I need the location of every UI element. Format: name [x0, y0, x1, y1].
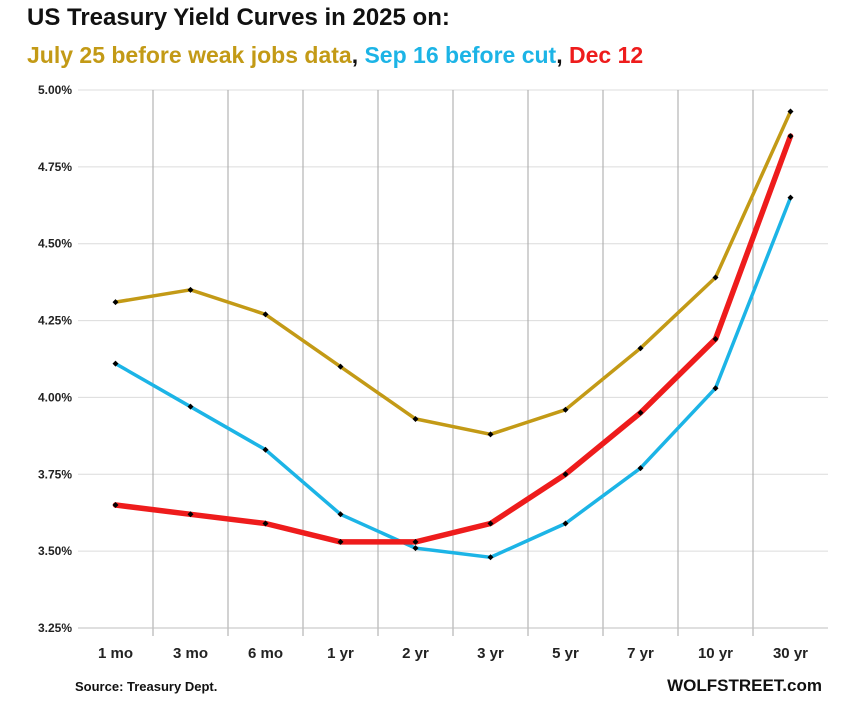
data-point-marker	[787, 133, 794, 140]
chart-subtitle: July 25 before weak jobs data, Sep 16 be…	[27, 42, 643, 69]
x-tick-label: 1 yr	[327, 645, 354, 662]
y-tick-label: 3.75%	[38, 467, 72, 481]
subtitle-separator-2: ,	[556, 42, 569, 68]
x-tick-label: 1 mo	[98, 645, 133, 662]
data-point-marker	[337, 538, 344, 545]
y-tick-label: 3.25%	[38, 621, 72, 635]
y-tick-label: 5.00%	[38, 83, 72, 97]
x-tick-label: 5 yr	[552, 645, 579, 662]
data-point-marker	[412, 545, 419, 552]
data-point-marker	[112, 502, 119, 509]
data-point-marker	[337, 511, 344, 518]
data-point-marker	[112, 360, 119, 367]
series-line-2	[113, 195, 793, 560]
data-point-marker	[637, 409, 644, 416]
data-point-marker	[562, 471, 569, 478]
data-point-marker	[562, 520, 569, 527]
data-point-marker	[187, 286, 194, 293]
x-tick-label: 10 yr	[698, 645, 733, 662]
data-point-marker	[262, 311, 269, 318]
y-tick-label: 4.25%	[38, 314, 72, 328]
x-tick-label: 3 yr	[477, 645, 504, 662]
y-tick-label: 4.00%	[38, 390, 72, 404]
data-point-marker	[187, 511, 194, 518]
subtitle-series-dec: Dec 12	[568, 42, 644, 68]
data-point-marker	[262, 446, 269, 453]
series-line-3	[112, 133, 794, 545]
x-axis: 1 mo 3 mo 6 mo 1 yr 2 yr 3 yr 5 yr 7 yr 10 yr 30 …	[98, 645, 808, 662]
x-tick-label: 30 yr	[773, 645, 808, 662]
x-tick-label: 2 yr	[402, 645, 429, 662]
brand-label: WOLFSTREET.com	[667, 676, 822, 695]
data-point-marker	[562, 406, 569, 413]
series-line-1	[113, 109, 793, 437]
grid-layer	[78, 89, 828, 636]
x-tick-label: 3 mo	[173, 645, 208, 662]
data-point-marker	[337, 363, 344, 370]
y-tick-label: 4.75%	[38, 160, 72, 174]
subtitle-series-july: July 25 before weak jobs data	[27, 42, 352, 68]
y-tick-label: 3.50%	[38, 544, 72, 558]
chart-title: US Treasury Yield Curves in 2025 on:	[27, 4, 450, 31]
data-point-marker	[487, 431, 494, 438]
data-point-marker	[262, 520, 269, 527]
data-point-marker	[712, 336, 719, 343]
data-point-marker	[637, 345, 644, 352]
data-point-marker	[712, 385, 719, 392]
data-point-marker	[412, 415, 419, 422]
data-point-marker	[712, 274, 719, 281]
data-point-marker	[787, 108, 794, 115]
source-note: Source: Treasury Dept.	[75, 679, 218, 694]
data-point-marker	[187, 403, 194, 410]
series-layer	[112, 108, 794, 561]
y-axis: 3.25% 3.50% 3.75% 4.00% 4.25% 4.50% 4.75% 5.00%	[38, 83, 72, 635]
data-point-marker	[787, 194, 794, 201]
subtitle-series-sep: Sep 16 before cut	[364, 42, 557, 68]
subtitle-separator-1: ,	[351, 42, 365, 68]
data-point-marker	[487, 520, 494, 527]
data-point-marker	[412, 538, 419, 545]
data-point-marker	[112, 299, 119, 306]
y-tick-label: 4.50%	[38, 237, 72, 251]
data-point-marker	[637, 465, 644, 472]
x-tick-label: 6 mo	[248, 645, 283, 662]
x-tick-label: 7 yr	[627, 645, 654, 662]
data-point-marker	[487, 554, 494, 561]
